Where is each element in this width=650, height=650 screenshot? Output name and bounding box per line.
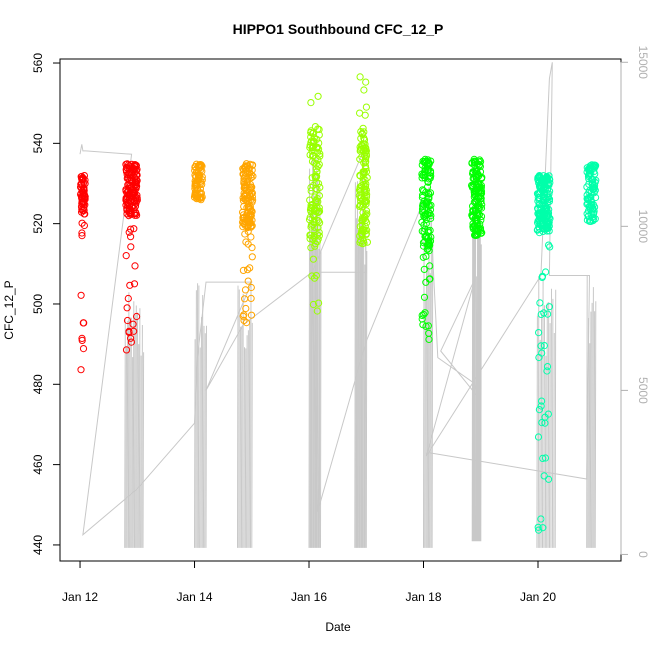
altitude-profile-1: [125, 292, 144, 548]
data-point: [308, 100, 314, 106]
series-flight-5b: [584, 162, 599, 225]
y2-tick-label: 5000: [636, 377, 650, 404]
x-tick-label: Jan 14: [177, 590, 213, 604]
y2-tick-label: 10000: [636, 210, 650, 244]
x-axis-label: Date: [325, 620, 351, 634]
data-point: [123, 253, 129, 259]
data-point: [78, 292, 84, 298]
y-tick-label: 500: [31, 294, 45, 314]
data-point: [128, 244, 134, 250]
data-point: [249, 254, 255, 260]
series-flight-2b: [240, 161, 256, 326]
data-point: [357, 74, 363, 80]
data-point: [249, 245, 255, 251]
x-tick-label: Jan 12: [62, 590, 98, 604]
chart-title: HIPPO1 Southbound CFC_12_P: [233, 21, 444, 37]
series-flight-2a: [191, 161, 205, 203]
y-tick-label: 540: [31, 133, 45, 153]
x-axis: Jan 12 Jan 14 Jan 16 Jan 18 Jan 20: [62, 561, 556, 604]
data-point: [132, 263, 138, 269]
data-point: [81, 320, 87, 326]
y-tick-label: 520: [31, 213, 45, 233]
data-point: [248, 234, 254, 240]
y-axis-right: 0 5000 10000 15000: [621, 46, 650, 559]
data-point: [242, 287, 248, 293]
data-point: [357, 110, 363, 116]
data-point: [361, 87, 367, 93]
data-point: [248, 312, 254, 318]
altitude-line-layer: [80, 62, 596, 548]
y-axis-left: 440 460 480 500 520 540 560: [31, 53, 60, 555]
data-point: [363, 104, 369, 110]
cfc12-chart: HIPPO1 Southbound CFC_12_P Jan 12 Jan 14 J…: [0, 0, 650, 650]
data-point: [245, 278, 251, 284]
y2-tick-label: 15000: [636, 46, 650, 80]
scatter-points-layer: [78, 74, 599, 533]
altitude-profile-3: [238, 281, 253, 548]
y-tick-label: 440: [31, 535, 45, 555]
data-point: [537, 300, 543, 306]
data-point: [363, 79, 369, 85]
series-flight-3b: [356, 74, 370, 247]
data-point: [80, 346, 86, 352]
altitude-profile-2: [195, 283, 207, 548]
x-tick-label: Jan 20: [520, 590, 556, 604]
altitude-trace: [80, 62, 590, 535]
y-axis-label: CFC_12_P: [2, 280, 16, 339]
y-tick-label: 460: [31, 454, 45, 474]
data-point: [125, 295, 131, 301]
x-tick-label: Jan 18: [405, 590, 441, 604]
series-flight-4b: [469, 156, 485, 238]
y-tick-label: 560: [31, 53, 45, 73]
data-point: [315, 93, 321, 99]
altitude-profile-9: [587, 276, 596, 548]
x-tick-label: Jan 16: [291, 590, 327, 604]
data-point: [78, 367, 84, 373]
y2-tick-label: 0: [636, 551, 650, 558]
y-tick-label: 480: [31, 374, 45, 394]
series-flight-1a: [78, 173, 89, 373]
